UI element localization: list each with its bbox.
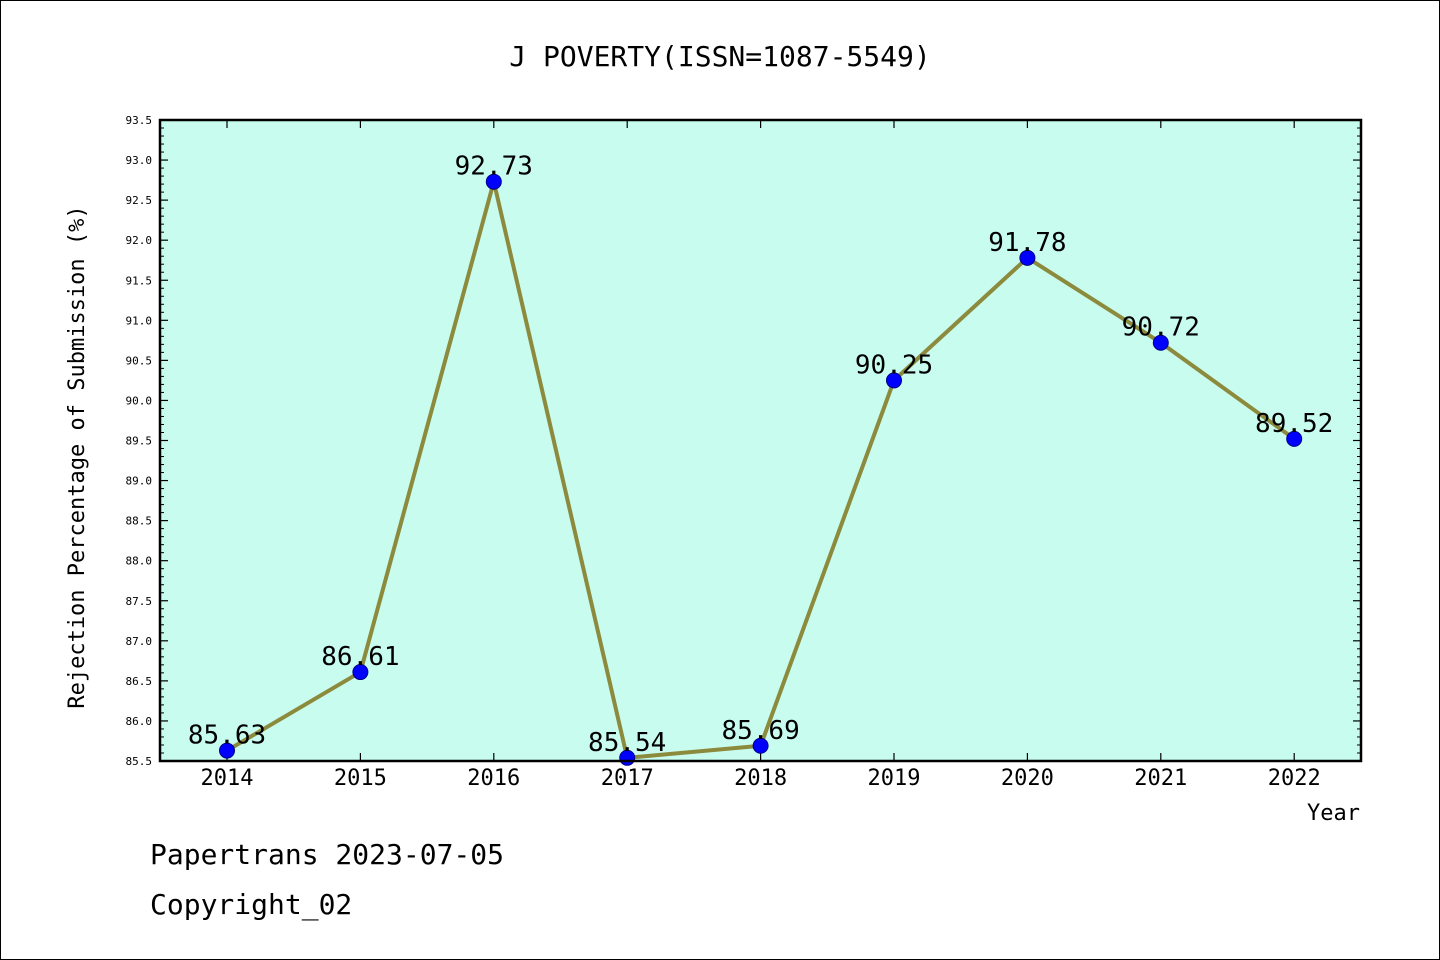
x-tick-label: 2017	[601, 766, 654, 791]
x-tick-label: 2016	[467, 766, 520, 791]
y-tick-label: 89.0	[126, 475, 153, 488]
data-label: 85.54	[588, 728, 666, 758]
y-axis-title: Rejection Percentage of Submission (%)	[65, 205, 90, 708]
y-tick-label: 87.5	[126, 595, 153, 608]
footer-date: Papertrans 2023-07-05	[150, 838, 504, 871]
x-tick-label: 2020	[1001, 766, 1054, 791]
data-point	[1019, 249, 1036, 266]
y-tick-label: 85.5	[126, 755, 153, 768]
data-label: 92.73	[455, 152, 533, 182]
data-label: 90.25	[855, 350, 933, 380]
y-tick-label: 93.5	[126, 114, 153, 127]
data-point	[1286, 430, 1303, 447]
x-tick-label: 2022	[1268, 766, 1321, 791]
x-tick-label: 2014	[201, 766, 254, 791]
data-label: 85.63	[188, 721, 266, 751]
x-tick-label: 2015	[334, 766, 387, 791]
data-point	[485, 173, 502, 190]
y-tick-label: 92.0	[126, 234, 153, 247]
data-label: 89.52	[1255, 409, 1333, 439]
y-tick-label: 89.5	[126, 435, 153, 448]
x-tick-label: 2021	[1134, 766, 1187, 791]
x-tick-label: 2019	[868, 766, 921, 791]
data-label: 91.78	[988, 228, 1066, 258]
plot-area	[160, 120, 1361, 761]
y-tick-label: 92.5	[126, 194, 153, 207]
x-axis-ticks: 2014 2015 2016 2017 2018 2019 2020 2021 2022	[201, 120, 1321, 791]
data-point	[1152, 334, 1169, 351]
y-tick-label: 91.0	[126, 314, 153, 327]
data-point	[219, 742, 235, 759]
y-tick-label: 88.5	[126, 515, 153, 528]
data-point	[752, 737, 769, 754]
data-point	[352, 664, 369, 681]
chart-title: J POVERTY(ISSN=1087-5549)	[509, 40, 930, 73]
x-tick-label: 2018	[734, 766, 787, 791]
y-tick-label: 90.5	[126, 354, 153, 367]
data-label: 85.69	[721, 716, 799, 746]
y-tick-label: 90.0	[126, 394, 153, 407]
y-tick-label: 88.0	[126, 555, 153, 568]
data-label: 90.72	[1122, 313, 1200, 343]
y-tick-label: 87.0	[126, 635, 153, 648]
footer-copyright: Copyright_02	[150, 888, 352, 922]
data-point	[886, 372, 902, 389]
x-axis-title: Year	[1307, 801, 1360, 826]
y-tick-label: 86.5	[126, 675, 153, 688]
y-tick-label: 86.0	[126, 715, 153, 728]
data-label: 86.61	[321, 642, 399, 672]
y-tick-label: 93.0	[126, 154, 153, 167]
data-labels: 85.63 86.61 92.73 85.54 85.69 90.25 91.78 90.72…	[188, 152, 1333, 758]
plot-border	[158, 118, 1363, 763]
y-tick-label: 91.5	[126, 274, 153, 287]
